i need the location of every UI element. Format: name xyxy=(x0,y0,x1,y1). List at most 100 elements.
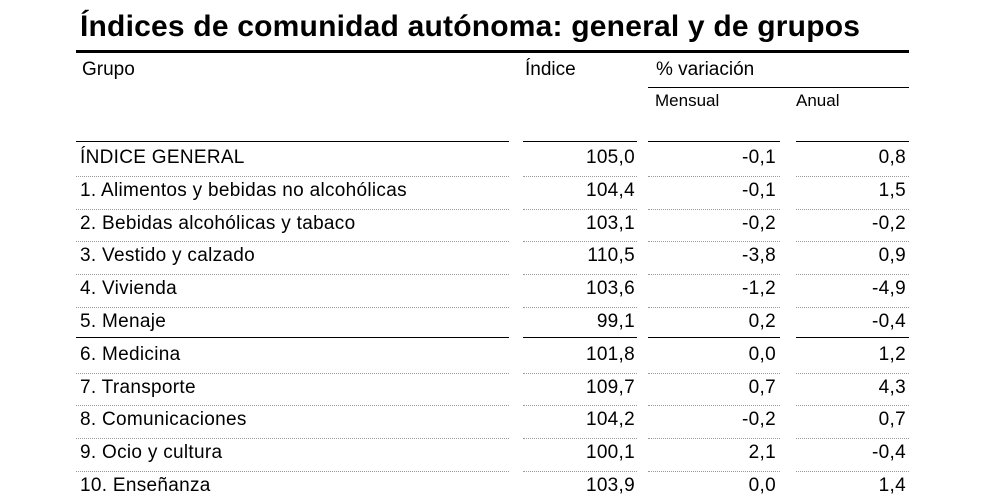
row-separator xyxy=(648,438,780,440)
cell-anual: -0,4 xyxy=(872,311,906,332)
header-mensual: Mensual xyxy=(655,91,720,110)
cell-grupo: 2. Bebidas alcohólicas y tabaco xyxy=(80,212,356,234)
row-separator xyxy=(648,307,780,308)
cell-indice: 103,9 xyxy=(585,475,635,496)
table-row: 6. Medicina 101,8 0,0 1,2 xyxy=(0,340,990,372)
cell-anual: -4,9 xyxy=(872,278,906,300)
row-separator xyxy=(523,438,637,440)
cell-grupo: 8. Comunicaciones xyxy=(80,409,247,431)
table-row: 1. Alimentos y bebidas no alcohólicas 104… xyxy=(0,175,990,208)
section-rule-indice xyxy=(523,337,637,338)
cell-indice: 100,1 xyxy=(585,442,635,464)
cell-grupo: ÍNDICE GENERAL xyxy=(80,147,245,168)
cell-indice: 101,8 xyxy=(585,343,635,365)
cell-indice: 104,4 xyxy=(585,179,635,201)
row-separator xyxy=(648,471,780,472)
row-separator xyxy=(523,471,637,472)
row-separator xyxy=(796,241,909,243)
row-separator xyxy=(648,372,780,374)
cell-grupo: 7. Transporte xyxy=(80,376,196,398)
row-separator xyxy=(76,438,509,440)
cell-anual: 1,4 xyxy=(878,475,906,496)
row-separator xyxy=(796,307,909,308)
row-separator xyxy=(76,405,509,407)
cell-anual: 4,3 xyxy=(878,376,906,398)
cell-anual: 1,5 xyxy=(878,179,906,201)
row-separator xyxy=(523,307,637,308)
cell-anual: 0,9 xyxy=(878,245,906,267)
cell-indice: 99,1 xyxy=(596,311,635,332)
cell-indice: 110,5 xyxy=(587,245,635,267)
cell-anual: 1,2 xyxy=(878,343,906,365)
column-rule-indice xyxy=(523,141,637,142)
row-separator xyxy=(648,241,780,243)
row-separator xyxy=(796,471,909,472)
cell-anual: 0,7 xyxy=(878,409,906,431)
row-separator xyxy=(76,471,509,472)
cell-indice: 104,2 xyxy=(585,409,635,431)
cell-grupo: 6. Medicina xyxy=(80,343,181,365)
cell-mensual: -3,8 xyxy=(742,245,776,267)
header-anual: Anual xyxy=(796,91,840,110)
row-separator xyxy=(523,175,637,177)
table-row: 10. Enseñanza 103,9 0,0 1,4 xyxy=(0,471,990,503)
header-grupo: Grupo xyxy=(82,59,135,80)
row-separator xyxy=(796,274,909,276)
cell-grupo: 10. Enseñanza xyxy=(80,475,211,496)
row-separator xyxy=(523,241,637,243)
header-indice: Índice xyxy=(525,59,576,80)
row-separator xyxy=(76,208,509,210)
cell-anual: -0,2 xyxy=(872,212,906,234)
row-separator xyxy=(648,208,780,210)
column-rule-grupo xyxy=(76,141,509,142)
cell-indice: 103,6 xyxy=(585,278,635,300)
section-rule-mensual xyxy=(648,337,780,338)
row-separator xyxy=(796,372,909,374)
page-title: Índices de comunidad autónoma: general y… xyxy=(80,10,861,43)
cell-indice: 105,0 xyxy=(585,147,635,168)
table-row: 2. Bebidas alcohólicas y tabaco 103,1 -0,2… xyxy=(0,208,990,241)
cell-anual: -0,4 xyxy=(872,442,906,464)
row-separator xyxy=(76,372,509,374)
row-separator xyxy=(523,405,637,407)
table-row: ÍNDICE GENERAL 105,0 -0,1 0,8 xyxy=(0,143,990,175)
cell-mensual: 0,0 xyxy=(748,343,776,365)
row-separator xyxy=(76,274,509,276)
cell-anual: 0,8 xyxy=(878,147,906,168)
table-row: 7. Transporte 109,7 0,7 4,3 xyxy=(0,372,990,405)
table-row: 9. Ocio y cultura 100,1 2,1 -0,4 xyxy=(0,438,990,470)
cell-indice: 103,1 xyxy=(585,212,635,234)
table-row: 5. Menaje 99,1 0,2 -0,4 xyxy=(0,307,990,339)
variacion-rule xyxy=(648,87,909,88)
table-row: 3. Vestido y calzado 110,5 -3,8 0,9 xyxy=(0,241,990,273)
row-separator xyxy=(523,372,637,374)
title-rule xyxy=(76,50,909,53)
row-separator xyxy=(796,405,909,407)
row-separator xyxy=(523,208,637,210)
cell-mensual: 0,0 xyxy=(748,475,776,496)
row-separator xyxy=(648,175,780,177)
row-separator xyxy=(523,274,637,276)
column-rule-anual xyxy=(796,141,909,142)
row-separator xyxy=(796,208,909,210)
row-separator xyxy=(76,241,509,243)
cell-mensual: 0,7 xyxy=(748,376,776,398)
row-separator xyxy=(796,438,909,440)
table-row: 8. Comunicaciones 104,2 -0,2 0,7 xyxy=(0,405,990,437)
cell-mensual: 2,1 xyxy=(748,442,776,464)
cell-mensual: -0,1 xyxy=(742,179,776,201)
header-variacion: % variación xyxy=(656,59,755,80)
cell-mensual: 0,2 xyxy=(748,311,776,332)
cell-mensual: -0,2 xyxy=(742,409,776,431)
section-rule-grupo xyxy=(76,337,509,338)
cell-grupo: 1. Alimentos y bebidas no alcohólicas xyxy=(80,179,407,201)
row-separator xyxy=(76,175,509,177)
column-rule-mensual xyxy=(648,141,780,142)
row-separator xyxy=(648,405,780,407)
row-separator xyxy=(76,307,509,308)
cell-grupo: 5. Menaje xyxy=(80,311,167,332)
section-rule-anual xyxy=(796,337,909,338)
cell-grupo: 9. Ocio y cultura xyxy=(80,442,223,464)
row-separator xyxy=(796,175,909,177)
cell-grupo: 3. Vestido y calzado xyxy=(80,245,255,267)
